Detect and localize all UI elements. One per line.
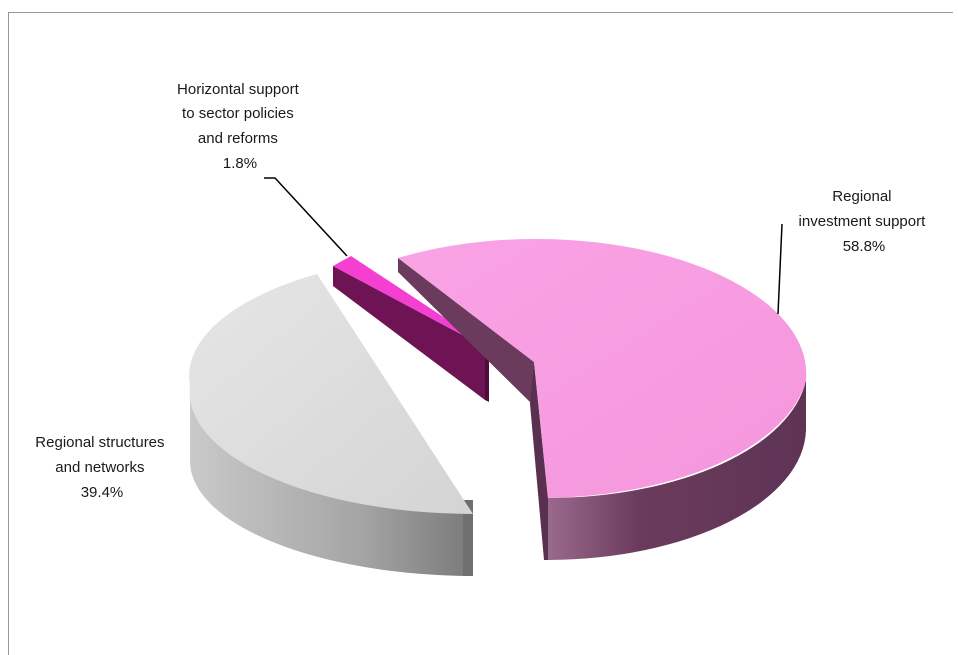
slice-regional-structures-front-face <box>463 500 473 576</box>
slice-horizontal-support-top <box>333 256 489 347</box>
chart-frame <box>8 12 953 655</box>
slice-regional-structures <box>189 274 473 576</box>
label-regional-investment-value: 58.8% <box>843 238 886 255</box>
label-horizontal-support-line-3: and reforms <box>198 130 278 147</box>
label-regional-investment-line-2: investment support <box>799 213 927 230</box>
label-horizontal-support-value: 1.8% <box>223 155 257 172</box>
label-regional-structures: Regional structures and networks 39.4% <box>35 434 168 501</box>
slice-regional-structures-side <box>189 385 473 576</box>
slice-horizontal-support-end <box>485 347 489 402</box>
slice-regional-investment-inner-face <box>398 258 534 404</box>
label-horizontal-support-line-1: Horizontal support <box>177 81 300 98</box>
slice-regional-structures-top <box>189 274 473 514</box>
leader-line-regional-investment <box>777 223 783 315</box>
slice-regional-investment-front-face <box>530 362 548 560</box>
slice-regional-investment-top <box>398 238 807 499</box>
slice-horizontal-support-side <box>333 266 485 400</box>
label-regional-structures-line-1: Regional structures <box>35 434 164 451</box>
label-regional-investment-line-1: Regional <box>832 188 891 205</box>
slice-horizontal-support <box>333 256 489 402</box>
label-horizontal-support-line-2: to sector policies <box>182 105 294 122</box>
leader-line-horizontal-support <box>264 177 348 257</box>
slice-regional-investment-side <box>548 380 806 560</box>
slice-regional-investment <box>398 238 807 560</box>
label-regional-investment: Regional investment support 58.8% <box>799 188 930 255</box>
label-regional-structures-value: 39.4% <box>81 484 124 501</box>
label-horizontal-support: Horizontal support to sector policies an… <box>177 81 303 172</box>
label-regional-structures-line-2: and networks <box>55 459 144 476</box>
